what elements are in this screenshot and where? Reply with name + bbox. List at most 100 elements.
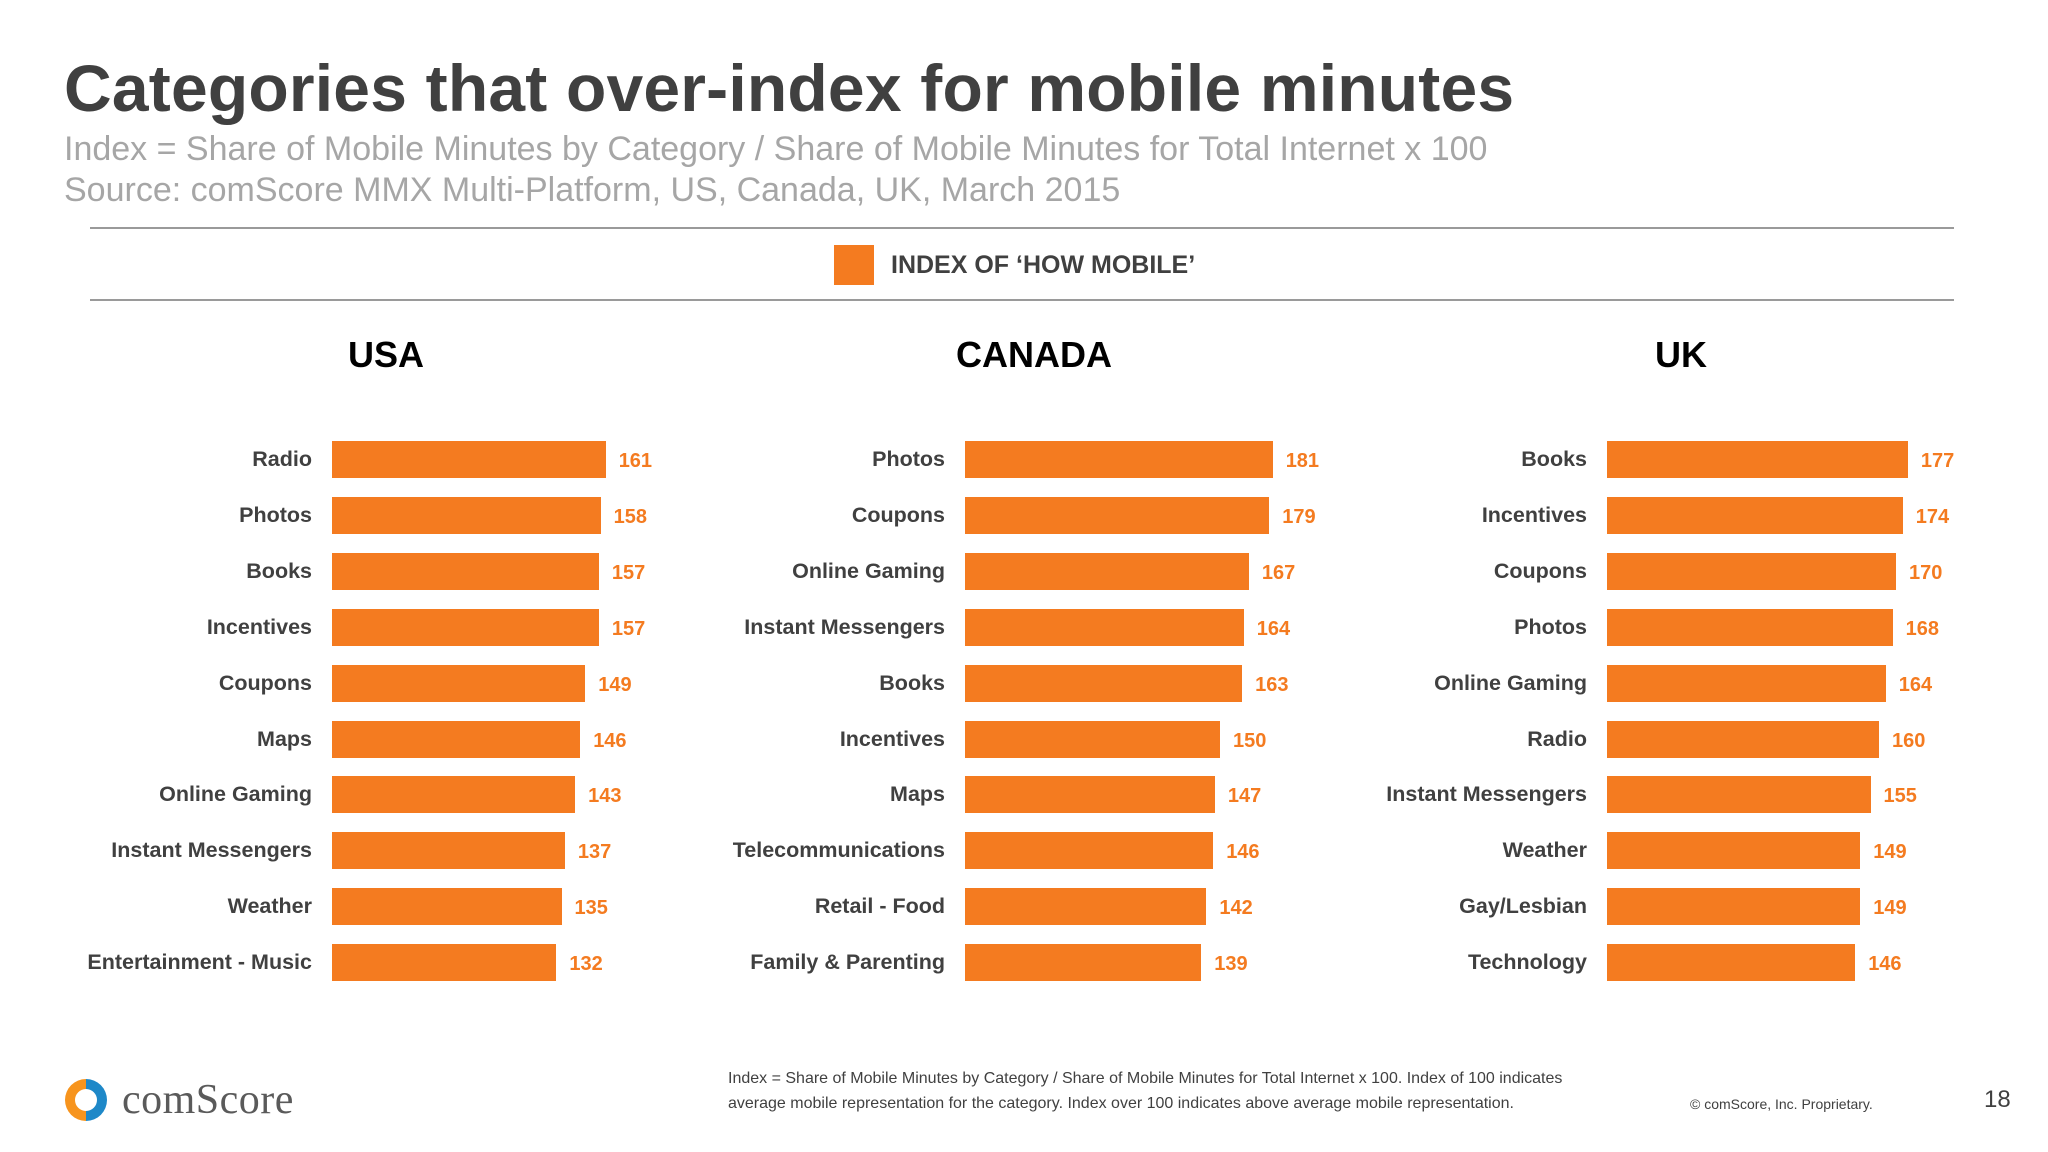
canada-value-label: 163: [1255, 673, 1289, 696]
canada-category-label: Telecommunications: [732, 838, 945, 863]
usa-value-label: 137: [577, 841, 612, 864]
usa-category-label: Radio: [252, 447, 312, 471]
canada-bar: [965, 720, 1220, 758]
uk-value-label: 164: [1898, 673, 1933, 696]
copyright-notice: © comScore, Inc. Proprietary.: [1690, 1096, 1873, 1112]
panel-title-uk: UK: [1655, 334, 1707, 375]
uk-value-label: 149: [1873, 841, 1907, 864]
uk-category-label: Radio: [1527, 726, 1587, 751]
usa-bar: [332, 720, 581, 758]
uk-value-label: 168: [1905, 617, 1939, 640]
usa-bar: [332, 776, 576, 814]
canada-category-label: Instant Messengers: [744, 614, 945, 639]
usa-category-label: Weather: [227, 894, 312, 919]
uk-bar: [1607, 776, 1871, 814]
usa-bar: [332, 552, 599, 590]
usa-value-label: 132: [569, 953, 603, 976]
uk-value-label: 155: [1883, 785, 1917, 808]
uk-bar: [1607, 441, 1908, 478]
usa-category-label: Online Gaming: [159, 782, 312, 807]
usa-value-label: 158: [613, 505, 647, 528]
usa-category-label: Maps: [257, 726, 312, 751]
canada-category-label: Books: [879, 670, 945, 695]
comscore-logo-icon: [65, 1079, 107, 1121]
canada-value-label: 150: [1233, 729, 1267, 752]
canada-bar: [965, 664, 1243, 702]
legend-swatch: [834, 245, 874, 285]
usa-bar: [332, 664, 586, 702]
footnote-line-2: average mobile representation for the ca…: [728, 1095, 1514, 1112]
canada-category-label: Retail - Food: [814, 894, 945, 919]
uk-value-label: 170: [1909, 561, 1943, 584]
usa-bar: [332, 441, 606, 478]
usa-value-label: 143: [588, 785, 622, 808]
canada-category-label: Photos: [872, 447, 945, 471]
uk-category-label: Instant Messengers: [1386, 782, 1587, 807]
page-title: Categories that over-index for mobile mi…: [64, 51, 1515, 125]
canada-category-label: Online Gaming: [792, 558, 945, 583]
legend: INDEX OF ‘HOW MOBILE’: [834, 245, 1195, 285]
canada-bar: [965, 552, 1249, 590]
uk-value-label: 177: [1920, 450, 1955, 472]
canada-bar: [965, 944, 1202, 982]
usa-bar: [332, 608, 599, 646]
canada-value-label: 142: [1219, 897, 1253, 920]
page-number: 18: [1984, 1086, 2011, 1113]
canada-bar: [965, 496, 1270, 534]
footnote-line-1: Index = Share of Mobile Minutes by Categ…: [728, 1070, 1563, 1087]
canada-value-label: 147: [1227, 785, 1262, 808]
canada-bar: [965, 776, 1215, 814]
divider-top: [90, 227, 1954, 229]
uk-bar: [1607, 496, 1903, 534]
uk-bar: [1607, 664, 1886, 702]
canada-value-label: 181: [1285, 450, 1320, 472]
uk-category-label: Coupons: [1493, 558, 1587, 583]
canada-category-label: Incentives: [839, 726, 945, 751]
canada-value-label: 167: [1261, 561, 1296, 584]
canada-value-label: 164: [1256, 617, 1291, 640]
panel-title-canada: CANADA: [956, 334, 1112, 375]
usa-bar: [332, 496, 601, 534]
divider-bottom: [90, 299, 1954, 301]
canada-value-label: 179: [1282, 505, 1316, 528]
uk-bar: [1607, 888, 1861, 926]
usa-value-label: 135: [574, 897, 608, 920]
uk-value-label: 146: [1868, 953, 1902, 976]
uk-bar: [1607, 608, 1893, 646]
usa-category-label: Coupons: [218, 670, 312, 695]
comscore-logo: comScore: [64, 1076, 294, 1124]
usa-value-label: 149: [598, 673, 632, 696]
canada-value-label: 139: [1214, 953, 1248, 976]
usa-category-label: Instant Messengers: [111, 838, 312, 863]
usa-category-label: Entertainment - Music: [87, 950, 312, 975]
canada-bar: [965, 832, 1214, 870]
uk-bar: [1607, 720, 1879, 758]
uk-value-label: 160: [1892, 729, 1926, 752]
usa-bar: [332, 888, 562, 926]
uk-category-label: Technology: [1467, 950, 1587, 975]
uk-value-label: 149: [1873, 897, 1907, 920]
logo-wordmark: comScore: [122, 1077, 294, 1123]
usa-value-label: 157: [611, 561, 646, 584]
subtitle-index-definition: Index = Share of Mobile Minutes by Categ…: [64, 130, 1488, 168]
usa-category-label: Books: [246, 558, 312, 583]
usa-value-label: 157: [611, 617, 646, 640]
uk-bar: [1607, 944, 1856, 982]
usa-value-label: 146: [593, 729, 627, 752]
canada-category-label: Maps: [890, 782, 945, 807]
usa-bar: [332, 832, 565, 870]
canada-value-label: 146: [1226, 841, 1260, 864]
canada-category-label: Coupons: [851, 502, 945, 527]
subtitle-source: Source: comScore MMX Multi-Platform, US,…: [64, 171, 1121, 209]
usa-value-label: 161: [618, 450, 653, 472]
uk-category-label: Online Gaming: [1434, 670, 1587, 695]
canada-bar: [965, 441, 1273, 478]
uk-category-label: Photos: [1514, 614, 1587, 639]
usa-category-label: Photos: [239, 502, 312, 527]
usa-bar: [332, 944, 557, 982]
usa-category-label: Incentives: [206, 614, 312, 639]
uk-category-label: Gay/Lesbian: [1459, 894, 1587, 919]
uk-bar: [1607, 552, 1896, 590]
footnote: Index = Share of Mobile Minutes by Categ…: [728, 1066, 1628, 1116]
canada-bar: [965, 888, 1207, 926]
